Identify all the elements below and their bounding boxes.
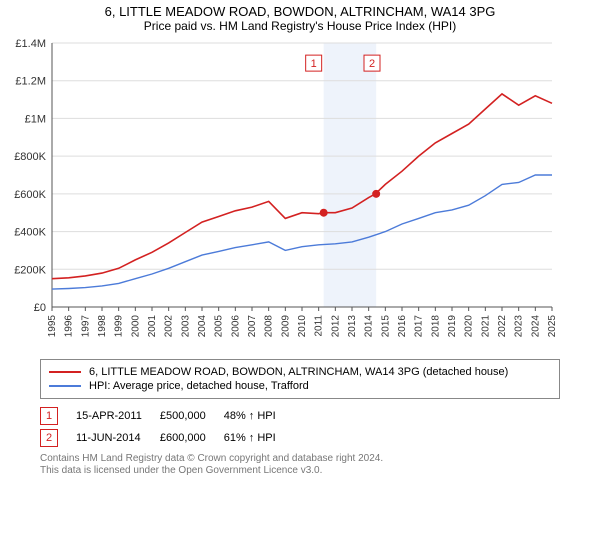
cell-diff: 48% ↑ HPI [224,405,294,427]
svg-text:1996: 1996 [64,315,75,338]
svg-text:£600K: £600K [14,189,46,201]
legend-swatch-1 [49,371,81,373]
legend-label-2: HPI: Average price, detached house, Traf… [89,380,309,392]
cell-price: £600,000 [160,427,224,449]
svg-text:2024: 2024 [530,315,541,338]
marker-badge: 1 [40,407,58,425]
svg-text:£1M: £1M [25,113,46,125]
svg-text:2025: 2025 [547,315,558,338]
cell-date: 11-JUN-2014 [76,427,160,449]
svg-text:2000: 2000 [130,315,141,338]
svg-text:1998: 1998 [97,315,108,338]
svg-text:2017: 2017 [414,315,425,338]
svg-text:2021: 2021 [480,315,491,338]
svg-text:2014: 2014 [364,315,375,338]
svg-text:2005: 2005 [214,315,225,338]
svg-text:£1.4M: £1.4M [15,38,46,50]
svg-text:2009: 2009 [280,315,291,338]
legend-swatch-2 [49,385,81,387]
svg-text:2010: 2010 [297,315,308,338]
svg-text:2016: 2016 [397,315,408,338]
legend-label-1: 6, LITTLE MEADOW ROAD, BOWDON, ALTRINCHA… [89,366,508,378]
svg-text:1997: 1997 [80,315,91,338]
svg-text:2013: 2013 [347,315,358,338]
footer: Contains HM Land Registry data © Crown c… [40,453,560,477]
svg-text:1999: 1999 [114,315,125,338]
svg-text:1: 1 [311,58,317,70]
svg-text:2: 2 [369,58,375,70]
svg-text:2011: 2011 [314,315,325,337]
svg-text:2019: 2019 [447,315,458,338]
svg-text:2012: 2012 [330,315,341,338]
transactions-table: 1 15-APR-2011 £500,000 48% ↑ HPI 2 11-JU… [40,405,294,449]
svg-text:2015: 2015 [380,315,391,338]
footer-line: This data is licensed under the Open Gov… [40,465,560,477]
svg-text:2001: 2001 [147,315,158,338]
svg-text:2004: 2004 [197,315,208,338]
svg-text:£0: £0 [34,302,46,314]
table-row: 1 15-APR-2011 £500,000 48% ↑ HPI [40,405,294,427]
svg-text:2003: 2003 [180,315,191,338]
price-chart: £0 £200K £400K £600K £800K £1M £1.2M £1.4M 1995 1… [0,33,560,353]
svg-text:2020: 2020 [464,315,475,338]
svg-text:£1.2M: £1.2M [15,76,46,88]
footer-line: Contains HM Land Registry data © Crown c… [40,453,560,465]
legend: 6, LITTLE MEADOW ROAD, BOWDON, ALTRINCHA… [40,359,560,399]
svg-text:2023: 2023 [514,315,525,338]
svg-text:£800K: £800K [14,151,46,163]
cell-diff: 61% ↑ HPI [224,427,294,449]
page-subtitle: Price paid vs. HM Land Registry's House … [0,19,600,33]
marker-badge: 2 [40,429,58,447]
svg-text:£200K: £200K [14,264,46,276]
page-title: 6, LITTLE MEADOW ROAD, BOWDON, ALTRINCHA… [0,4,600,19]
cell-price: £500,000 [160,405,224,427]
svg-text:2007: 2007 [247,315,258,338]
svg-text:2018: 2018 [430,315,441,338]
svg-text:2022: 2022 [497,315,508,338]
table-row: 2 11-JUN-2014 £600,000 61% ↑ HPI [40,427,294,449]
svg-text:£400K: £400K [14,227,46,239]
svg-text:2002: 2002 [164,315,175,338]
svg-text:1995: 1995 [47,315,58,338]
svg-text:2008: 2008 [264,315,275,338]
svg-text:2006: 2006 [230,315,241,338]
cell-date: 15-APR-2011 [76,405,160,427]
